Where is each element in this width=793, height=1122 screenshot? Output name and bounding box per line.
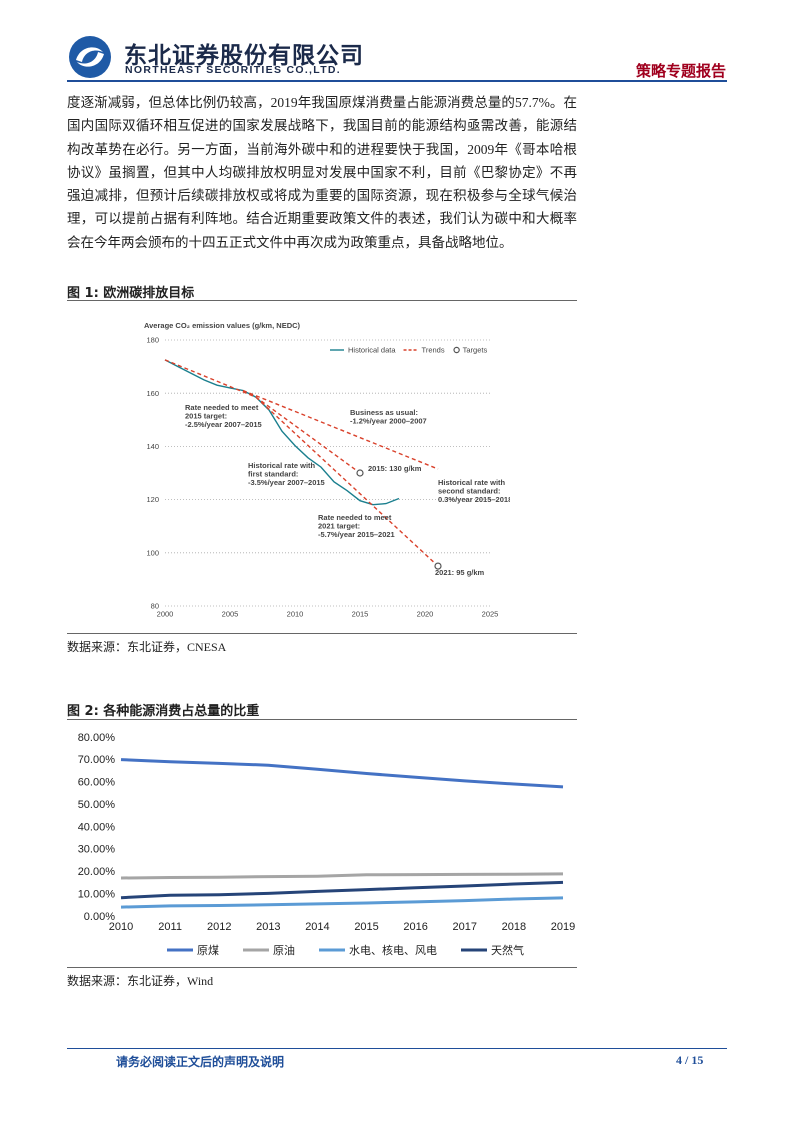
target-point: [434, 562, 442, 570]
y-tick-label: 20.00%: [78, 866, 116, 878]
company-name: 东北证券股份有限公司: [124, 43, 364, 69]
legend-swatch: [453, 346, 460, 354]
chart: 80 100 120 140 160 180 2000 2005 2010 2015 2020 202…: [144, 321, 510, 619]
caption-rule: [67, 300, 577, 301]
x-tick-label: 2025: [482, 610, 499, 619]
footer-notice: 请务必阅读正文后的声明及说明: [116, 1055, 285, 1069]
y-tick-label: 10.00%: [78, 888, 116, 900]
x-tick-label: 2015: [352, 610, 369, 619]
y-tick-label: 160: [146, 389, 159, 398]
x-tick-label: 2010: [109, 921, 133, 933]
series-line: [164, 359, 400, 506]
annotation: -1.2%/year 2000–2007: [350, 417, 427, 426]
x-tick-label: 2020: [417, 610, 434, 619]
source-rule: [67, 967, 577, 968]
y-tick-label: 70.00%: [78, 754, 116, 766]
legend-label: 天然气: [491, 943, 524, 957]
y-tick-label: 180: [146, 336, 159, 345]
logo: [69, 36, 111, 78]
x-tick-label: 2015: [354, 921, 378, 933]
series-line: [120, 880, 564, 900]
legend-label: Trends: [422, 346, 445, 355]
annotation: -3.5%/year 2007–2015: [248, 478, 325, 487]
figure-caption: 图 1: 欧洲碳排放目标: [67, 286, 195, 301]
legend-label: Targets: [463, 346, 488, 355]
legend-label: 水电、核电、风电: [349, 943, 437, 957]
annotation: Business as usual:: [350, 408, 418, 417]
legend-label: 原煤: [197, 944, 219, 957]
x-tick-label: 2010: [287, 610, 304, 619]
x-tick-label: 2011: [158, 921, 182, 933]
caption-rule: [67, 719, 577, 720]
y-tick-label: 80.00%: [78, 732, 116, 744]
figure-source: 数据来源：东北证券，Wind: [67, 974, 214, 988]
x-tick-label: 2005: [222, 610, 239, 619]
annotation: Historical rate with: [248, 461, 316, 470]
annotation: 2015 target:: [185, 412, 227, 421]
series-line: [120, 758, 564, 789]
legend-label: Historical data: [348, 346, 396, 355]
annotation: Historical rate with: [438, 478, 506, 487]
target-point: [356, 469, 364, 477]
annotation: first standard:: [248, 470, 298, 479]
figure-caption: 图 2: 各种能源消费占总量的比重: [67, 704, 260, 719]
annotation: 2015: 130 g/km: [368, 464, 422, 473]
x-tick-label: 2016: [403, 921, 427, 933]
series-line: [164, 359, 439, 567]
annotation: -2.5%/year 2007–2015: [185, 420, 262, 429]
header-rule: [67, 80, 727, 82]
annotation: Rate needed to meet: [185, 403, 259, 412]
annotation: 2021 target:: [318, 522, 360, 531]
company-name-en: NORTHEAST SECURITIES CO.,LTD.: [125, 64, 342, 76]
y-tick-label: 0.00%: [84, 911, 115, 923]
x-tick-label: 2013: [256, 921, 280, 933]
y-tick-label: 80: [151, 602, 159, 611]
y-tick-label: 50.00%: [78, 799, 116, 811]
y-tick-label: 140: [146, 442, 159, 451]
page-number: 4 / 15: [676, 1053, 704, 1067]
annotation: Rate needed to meet: [318, 513, 392, 522]
annotation: 2021: 95 g/km: [435, 568, 485, 577]
y-tick-label: 30.00%: [78, 844, 116, 856]
y-axis-title: Average CO₂ emission values (g/km, NEDC): [144, 321, 301, 330]
y-tick-label: 60.00%: [78, 777, 116, 789]
figure-source: 数据来源：东北证券，CNESA: [67, 640, 227, 654]
legend-label: 原油: [273, 943, 295, 957]
chart: 0.00% 10.00% 20.00% 30.00% 40.00% 50.00% 60.00…: [78, 732, 576, 957]
y-tick-label: 120: [146, 495, 159, 504]
series-line: [120, 872, 564, 880]
annotation: second standard:: [438, 487, 501, 496]
footer-rule: [67, 1048, 727, 1049]
annotation: -5.7%/year 2015–2021: [318, 530, 395, 539]
report-type: 策略专题报告: [635, 62, 726, 80]
series-line: [120, 896, 564, 909]
source-rule: [67, 633, 577, 634]
annotation: 0.3%/year 2015–2018: [438, 495, 510, 504]
body-text: 度逐渐减弱，但总体比例仍较高，2019年我国原煤消费量占能源消费总量的57.7%…: [67, 95, 577, 250]
x-tick-label: 2014: [305, 921, 329, 933]
x-tick-label: 2019: [551, 921, 575, 933]
x-tick-label: 2018: [502, 921, 526, 933]
x-tick-label: 2017: [453, 921, 477, 933]
x-tick-label: 2000: [157, 610, 174, 619]
x-tick-label: 2012: [207, 921, 231, 933]
y-tick-label: 40.00%: [78, 821, 116, 833]
y-tick-label: 100: [146, 548, 159, 557]
